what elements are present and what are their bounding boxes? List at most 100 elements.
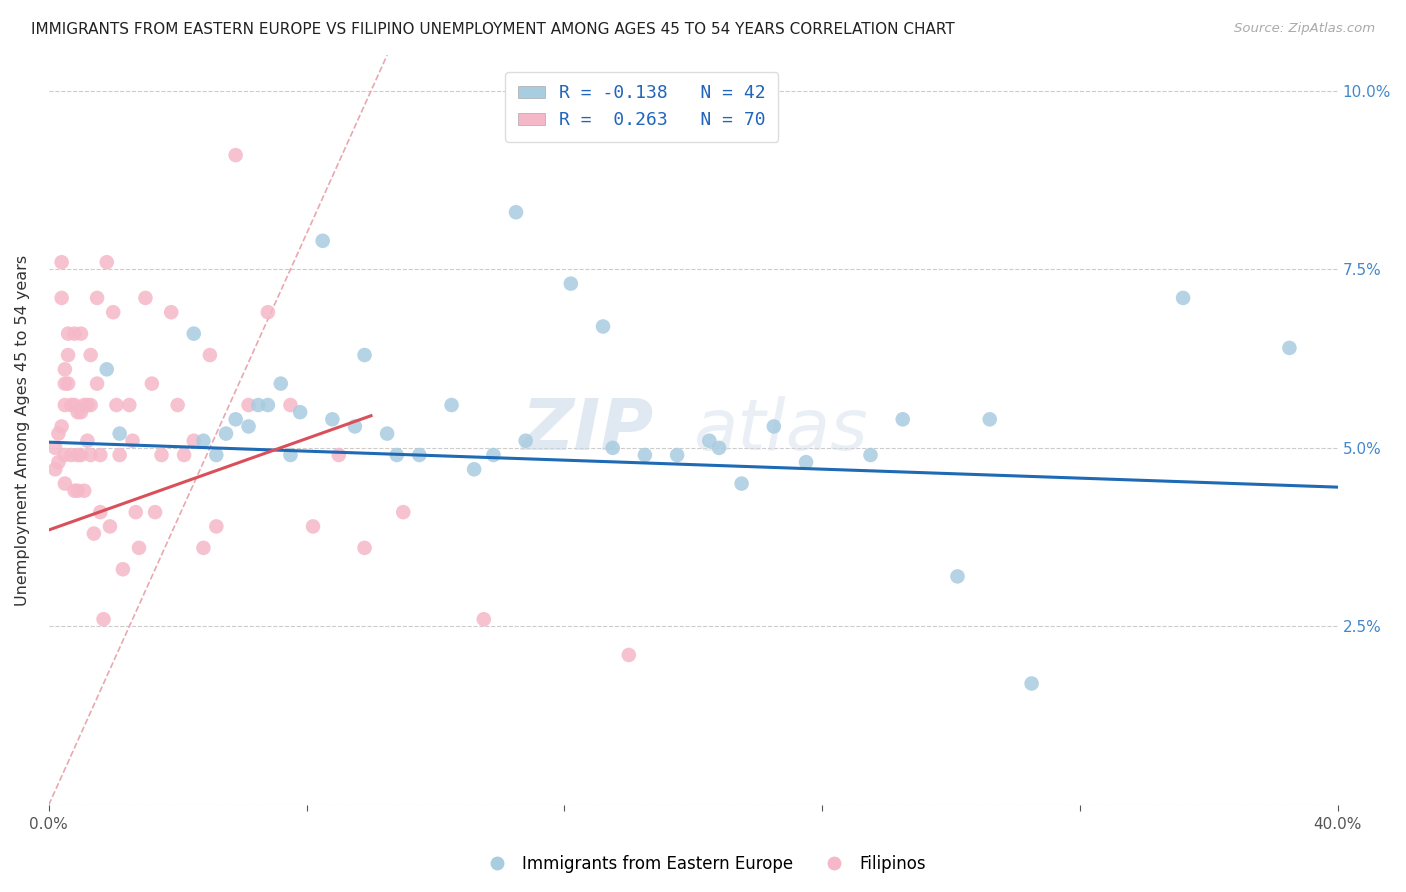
Point	[482, 448, 505, 462]
Point	[63, 398, 86, 412]
Point	[79, 448, 101, 462]
Point	[440, 398, 463, 412]
Point	[183, 326, 205, 341]
Point	[193, 434, 215, 448]
Text: ZIP: ZIP	[523, 395, 655, 465]
Point	[257, 398, 280, 412]
Point	[89, 505, 111, 519]
Point	[762, 419, 785, 434]
Point	[105, 398, 128, 412]
Point	[198, 348, 221, 362]
Point	[73, 398, 96, 412]
Point	[70, 326, 93, 341]
Point	[979, 412, 1001, 426]
Point	[150, 448, 173, 462]
Point	[280, 448, 302, 462]
Point	[1278, 341, 1301, 355]
Text: Source: ZipAtlas.com: Source: ZipAtlas.com	[1234, 22, 1375, 36]
Point	[63, 326, 86, 341]
Point	[143, 505, 166, 519]
Point	[946, 569, 969, 583]
Point	[215, 426, 238, 441]
Point	[794, 455, 817, 469]
Point	[859, 448, 882, 462]
Point	[173, 448, 195, 462]
Point	[86, 376, 108, 391]
Point	[183, 434, 205, 448]
Point	[505, 205, 527, 219]
Point	[53, 448, 76, 462]
Point	[121, 434, 143, 448]
Point	[385, 448, 408, 462]
Point	[51, 291, 73, 305]
Point	[48, 455, 70, 469]
Point	[48, 426, 70, 441]
Point	[118, 398, 141, 412]
Point	[60, 398, 83, 412]
Point	[592, 319, 614, 334]
Point	[193, 541, 215, 555]
Point	[134, 291, 156, 305]
Point	[225, 148, 247, 162]
Point	[343, 419, 366, 434]
Point	[89, 448, 111, 462]
Point	[70, 448, 93, 462]
Point	[225, 412, 247, 426]
Point	[66, 448, 89, 462]
Point	[602, 441, 624, 455]
Point	[515, 434, 537, 448]
Point	[66, 483, 89, 498]
Point	[56, 376, 79, 391]
Point	[86, 291, 108, 305]
Point	[70, 405, 93, 419]
Point	[44, 462, 66, 476]
Point	[302, 519, 325, 533]
Point	[311, 234, 333, 248]
Point	[463, 462, 485, 476]
Point	[560, 277, 582, 291]
Point	[1021, 676, 1043, 690]
Legend: R = -0.138   N = 42, R =  0.263   N = 70: R = -0.138 N = 42, R = 0.263 N = 70	[505, 71, 779, 142]
Point	[353, 348, 375, 362]
Point	[96, 255, 118, 269]
Text: IMMIGRANTS FROM EASTERN EUROPE VS FILIPINO UNEMPLOYMENT AMONG AGES 45 TO 54 YEAR: IMMIGRANTS FROM EASTERN EUROPE VS FILIPI…	[31, 22, 955, 37]
Point	[73, 483, 96, 498]
Point	[408, 448, 430, 462]
Point	[288, 405, 311, 419]
Point	[328, 448, 350, 462]
Point	[53, 376, 76, 391]
Point	[98, 519, 121, 533]
Text: atlas: atlas	[693, 395, 868, 465]
Point	[666, 448, 689, 462]
Point	[205, 519, 228, 533]
Point	[63, 483, 86, 498]
Point	[280, 398, 302, 412]
Point	[238, 398, 260, 412]
Point	[125, 505, 148, 519]
Point	[634, 448, 657, 462]
Point	[79, 348, 101, 362]
Point	[617, 648, 640, 662]
Point	[247, 398, 270, 412]
Point	[270, 376, 292, 391]
Point	[160, 305, 183, 319]
Point	[891, 412, 914, 426]
Point	[76, 398, 98, 412]
Point	[53, 476, 76, 491]
Point	[76, 434, 98, 448]
Legend: Immigrants from Eastern Europe, Filipinos: Immigrants from Eastern Europe, Filipino…	[474, 848, 932, 880]
Point	[707, 441, 730, 455]
Point	[51, 255, 73, 269]
Point	[66, 405, 89, 419]
Point	[730, 476, 752, 491]
Point	[128, 541, 150, 555]
Point	[238, 419, 260, 434]
Point	[53, 362, 76, 376]
Point	[375, 426, 398, 441]
Point	[699, 434, 721, 448]
Point	[392, 505, 415, 519]
Point	[108, 426, 131, 441]
Point	[93, 612, 115, 626]
Point	[321, 412, 343, 426]
Point	[96, 362, 118, 376]
